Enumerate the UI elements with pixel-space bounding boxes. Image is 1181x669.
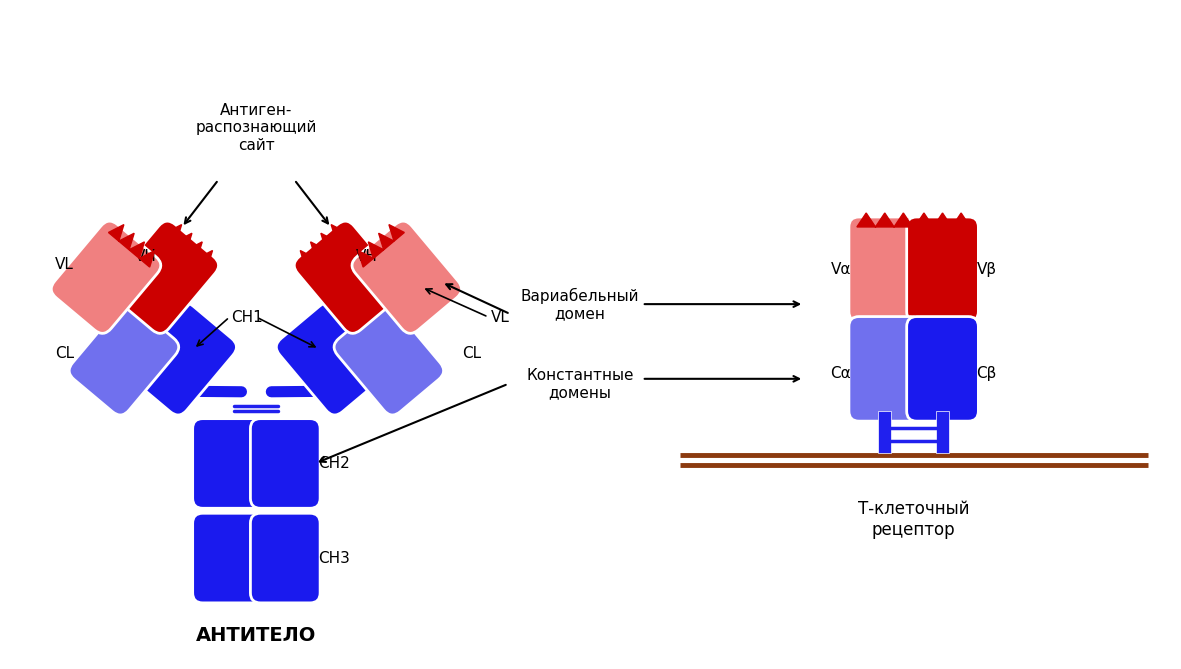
Text: АНТИТЕЛО: АНТИТЕЛО [196, 626, 317, 645]
FancyBboxPatch shape [907, 316, 978, 421]
Polygon shape [857, 213, 913, 227]
FancyBboxPatch shape [193, 513, 262, 603]
Text: CH1: CH1 [231, 310, 263, 324]
FancyBboxPatch shape [193, 419, 262, 508]
Polygon shape [109, 225, 155, 267]
Text: CL: CL [463, 347, 482, 361]
FancyBboxPatch shape [51, 221, 161, 333]
Text: VH: VH [135, 250, 157, 264]
Text: Антиген-
распознающий
сайт: Антиген- распознающий сайт [196, 103, 317, 153]
Text: CH2: CH2 [318, 456, 350, 471]
Polygon shape [300, 225, 346, 267]
Polygon shape [167, 225, 213, 267]
Text: CH3: CH3 [318, 551, 350, 565]
Polygon shape [914, 213, 971, 227]
Text: Cα: Cα [830, 367, 852, 381]
FancyBboxPatch shape [276, 303, 386, 415]
Text: VL: VL [490, 310, 509, 324]
FancyBboxPatch shape [109, 221, 218, 333]
Text: Константные
домены: Константные домены [527, 367, 634, 400]
Bar [937, 411, 950, 453]
FancyBboxPatch shape [907, 217, 978, 322]
Text: VH: VH [355, 250, 378, 264]
FancyBboxPatch shape [250, 419, 320, 508]
Text: Cβ: Cβ [977, 367, 997, 381]
FancyBboxPatch shape [250, 513, 320, 603]
FancyBboxPatch shape [849, 217, 921, 322]
Text: VL: VL [56, 257, 74, 272]
Text: Vα: Vα [830, 262, 852, 277]
Bar [879, 411, 892, 453]
FancyBboxPatch shape [70, 303, 178, 415]
FancyBboxPatch shape [352, 221, 462, 333]
FancyBboxPatch shape [126, 303, 236, 415]
Text: Вариабельный
домен: Вариабельный домен [521, 288, 639, 321]
Text: CL: CL [56, 347, 74, 361]
Text: Vβ: Vβ [977, 262, 997, 277]
Polygon shape [358, 225, 404, 267]
FancyBboxPatch shape [849, 316, 921, 421]
Text: Т-клеточный
рецептор: Т-клеточный рецептор [857, 500, 970, 539]
FancyBboxPatch shape [294, 221, 404, 333]
FancyBboxPatch shape [334, 303, 444, 415]
